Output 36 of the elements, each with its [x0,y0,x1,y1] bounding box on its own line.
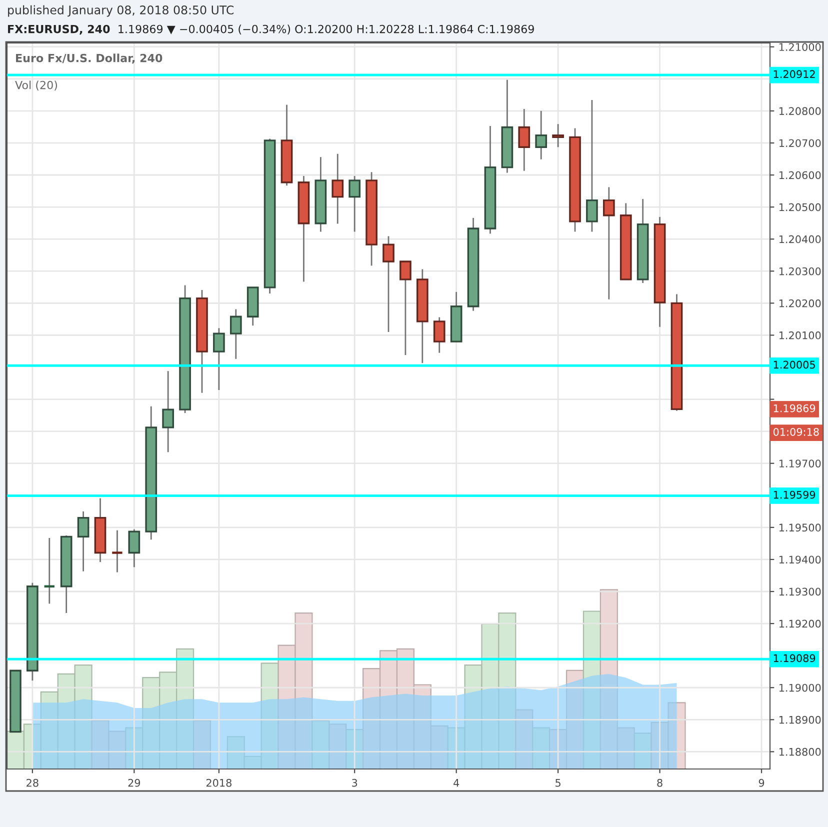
x-tick-label: 29 [128,778,140,787]
y-tick-label: 1.20600 [779,171,821,180]
y-tick-label: 1.20800 [779,107,821,116]
chart-title: Vol (20) [15,80,58,91]
text: published January 08, 2018 08:50 UTC [8,5,234,17]
x-tick-label: 28 [26,778,38,787]
text: 01:09:18 [773,428,819,436]
ref-line-label: 1.20005 [774,360,815,369]
ref-line-label: 1.19089 [774,654,816,662]
y-tick-label: 1.19400 [779,556,821,564]
chart-subtitle: 1.19869 ▼ −0.00405 (−0.34%) O:1.20200 H:1.20228 L:1.19864 C:1.19869 [118,24,534,35]
y-tick-label: 1.20300 [779,267,821,276]
y-tick-label: 1.18800 [779,748,821,756]
x-tick-label: 3 [352,778,358,787]
y-tick-label: 1.20700 [779,139,821,148]
y-tick-label: 1.21000 [779,43,821,51]
y-tick-label: 1.18900 [779,716,821,724]
ref-line-label: 1.20912 [774,70,815,78]
y-tick-label: 1.20200 [779,299,821,308]
y-tick-label: 1.19000 [779,684,821,692]
x-tick-label: 8 [657,778,662,787]
x-tick-label: 2018 [206,778,232,787]
y-tick-label: 1.19200 [779,620,821,628]
y-tick-label: 1.20100 [779,331,821,340]
y-tick-label: 1.19700 [779,460,821,468]
text: 1.19869 [774,404,816,412]
y-tick-label: 1.19500 [779,524,821,532]
y-tick-label: 1.20500 [779,203,821,212]
annotation: Euro Fx/U.S. Dollar, 240 [16,54,162,64]
chart-title: FX:EURUSD, 240 [8,24,110,35]
y-tick-label: 1.20400 [779,235,821,244]
x-tick-label: 5 [556,779,560,787]
x-tick-label: 9 [758,778,764,787]
x-tick-label: 4 [454,779,460,787]
ref-line-label: 1.19599 [774,490,816,499]
y-tick-label: 1.19300 [779,588,821,596]
